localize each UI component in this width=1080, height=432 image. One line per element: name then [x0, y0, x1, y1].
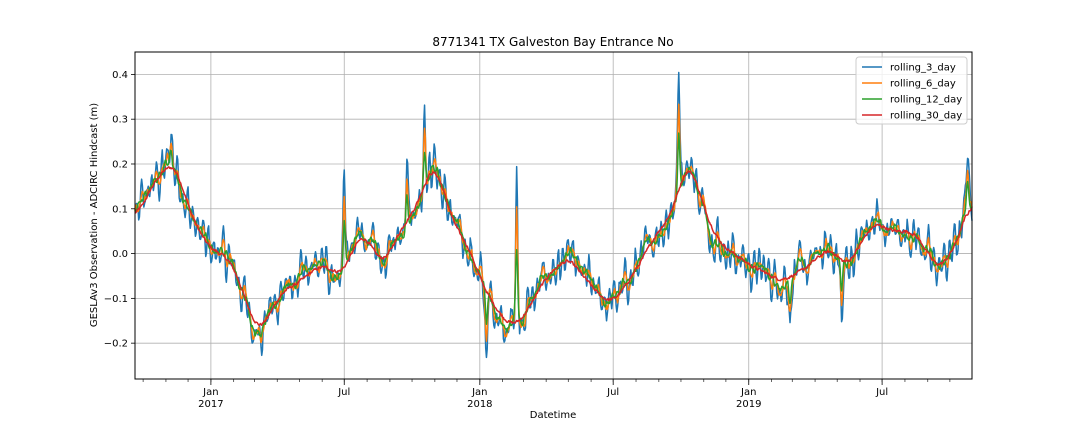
- y-tick-label: 0.4: [112, 70, 128, 81]
- legend-label-rolling_6_day: rolling_6_day: [890, 79, 956, 90]
- y-tick-label: 0.2: [112, 159, 128, 170]
- chart-title: 8771341 TX Galveston Bay Entrance No: [432, 35, 673, 49]
- x-tick-year-label: 2017: [198, 399, 223, 410]
- legend-label-rolling_3_day: rolling_3_day: [890, 63, 956, 74]
- x-tick-label: Jul: [606, 387, 619, 398]
- x-tick-year-label: 2018: [467, 399, 492, 410]
- legend-box: [855, 56, 968, 125]
- x-tick-label: Jul: [337, 387, 350, 398]
- y-axis: −0.2 −0.1 0.0 0.1 0.2 0.3 0.4: [104, 70, 135, 350]
- y-tick-label: −0.2: [104, 339, 128, 350]
- y-tick-label: 0.0: [112, 249, 128, 260]
- series-line-rolling_30_day: [134, 166, 973, 326]
- grid: [135, 52, 972, 379]
- x-tick-label: Jan: [202, 387, 218, 398]
- legend-label-rolling_12_day: rolling_12_day: [890, 95, 962, 106]
- x-tick-label: Jan: [740, 387, 756, 398]
- y-tick-label: −0.1: [104, 294, 128, 305]
- series-layer: [134, 71, 973, 359]
- legend: rolling_3_day rolling_6_day rolling_12_day…: [855, 56, 968, 125]
- plot-frame: [134, 51, 973, 380]
- x-axis-label: Datetime: [530, 410, 577, 421]
- x-tick-year-label: 2019: [736, 399, 761, 410]
- x-tick-label: Jan: [471, 387, 487, 398]
- y-axis-label: GESLAv3 Observation - ADCIRC Hindcast (m…: [89, 103, 100, 327]
- series-line-rolling_12_day: [134, 132, 973, 338]
- y-tick-label: 0.1: [112, 204, 128, 215]
- y-tick-label: 0.3: [112, 115, 128, 126]
- legend-label-rolling_30_day: rolling_30_day: [890, 111, 962, 122]
- x-tick-label: Jul: [875, 387, 888, 398]
